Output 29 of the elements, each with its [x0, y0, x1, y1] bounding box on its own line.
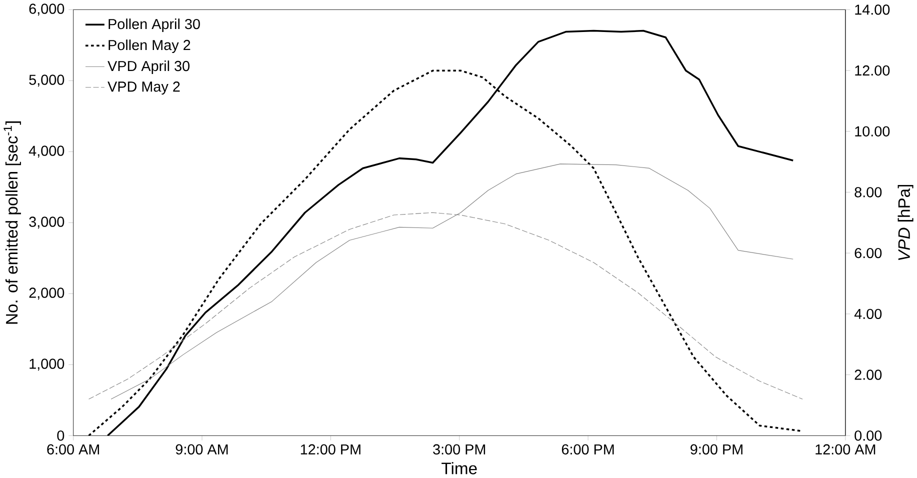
x-tick-label: 12:00 PM	[300, 444, 360, 454]
y-tick-label: 5,000	[29, 74, 64, 87]
y-tick-label: 4,000	[28, 146, 64, 158]
y2-tick-label: 6.00	[854, 248, 882, 258]
legend-label: VPD April 30	[108, 60, 190, 74]
y2-tick-label: 2.00	[854, 370, 882, 380]
y2-tick-label: 12.00	[855, 65, 890, 76]
y-axis-title: No. of emitted pollen [sec$^{-1}$]	[4, 121, 21, 324]
y-tick-label: 6,000	[29, 4, 64, 16]
y2-tick-label: 8.00	[854, 187, 882, 198]
y2-tick-label: 4.00	[854, 308, 882, 320]
x-tick-label: 3:00 PM	[433, 444, 486, 454]
y2-tick-label: 14.00	[855, 4, 890, 15]
x-axis-title: Time	[442, 462, 477, 474]
y-tick-label: 1,000	[30, 358, 64, 371]
y-tick-label: 2,000	[29, 288, 64, 300]
y-tick-label: 0	[57, 430, 64, 441]
y2-tick-label: 0.00	[854, 430, 882, 441]
legend-label: VPD May 2	[108, 82, 180, 95]
x-tick-label: 6:00 PM	[562, 444, 614, 454]
x-tick-label: 6:00 AM	[47, 444, 99, 454]
y-tick-label: 3,000	[29, 216, 64, 229]
x-tick-label: 9:00 AM	[176, 444, 228, 454]
x-tick-label: 12:00 AM	[816, 444, 876, 454]
y2-tick-label: 10.00	[855, 126, 890, 136]
legend-label: Pollen May 2	[108, 40, 190, 53]
legend-label: Pollen April 30	[108, 18, 200, 32]
x-tick-label: 9:00 PM	[690, 444, 742, 454]
y2-axis-title: VPD [hPa]	[898, 184, 914, 260]
